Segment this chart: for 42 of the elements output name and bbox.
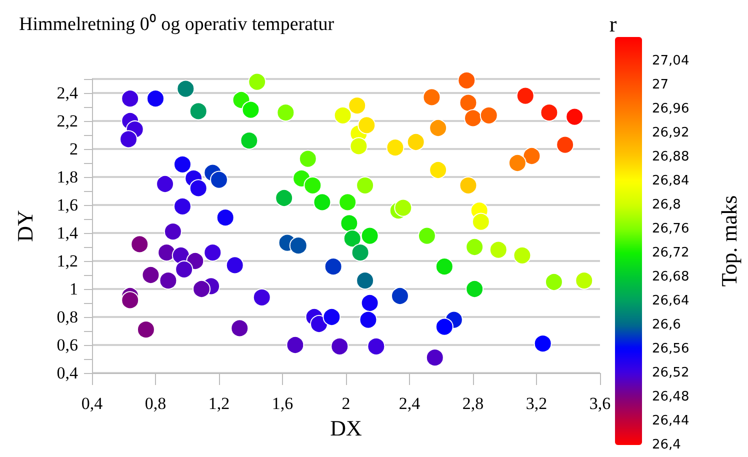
color-bar-label: 26,48 bbox=[652, 390, 690, 404]
y-tick-label: 0,8 bbox=[56, 308, 78, 326]
y-tick-label: 1,4 bbox=[56, 224, 78, 242]
color-bar-label: 26,44 bbox=[652, 414, 690, 428]
color-bar-label: 26,6 bbox=[652, 318, 681, 332]
y-tick-label: 1,6 bbox=[56, 196, 78, 214]
y-tick-label: 2,2 bbox=[56, 112, 78, 130]
text: r bbox=[609, 12, 618, 36]
y-tick-label: 2,4 bbox=[56, 84, 78, 102]
color-bar-label: 26,56 bbox=[652, 342, 690, 356]
x-tick-label: 2,8 bbox=[462, 394, 484, 413]
x-tick-label: 1,2 bbox=[208, 394, 230, 413]
x-tick-label: 2 bbox=[342, 394, 350, 413]
y-tick-label: 1 bbox=[70, 280, 78, 298]
color-bar-label: 26,64 bbox=[652, 294, 690, 308]
color-bar-title: Top. maks bbox=[716, 195, 742, 287]
y-tick-label: 1,2 bbox=[56, 252, 78, 270]
y-tick-label: 1,8 bbox=[56, 168, 78, 186]
color-bar-label: 27,04 bbox=[652, 54, 690, 68]
chart-title: Himmelretning 0⁰ og operativ temperatur bbox=[19, 13, 335, 35]
color-bar-label: 26,92 bbox=[652, 126, 690, 140]
x-tick-label: 3,2 bbox=[526, 394, 548, 413]
color-bar-label: 26,52 bbox=[652, 366, 690, 380]
y-axis-title: DY bbox=[12, 210, 38, 242]
y-tick-label: 0,6 bbox=[56, 336, 78, 354]
color-bar-label: 26,96 bbox=[652, 102, 690, 116]
color-bar-label: 26,68 bbox=[652, 270, 690, 284]
color-bar-label: 26,84 bbox=[652, 174, 690, 188]
x-tick-label: 0,8 bbox=[144, 394, 166, 413]
color-bar-label: 26,88 bbox=[652, 150, 690, 164]
x-tick-label: 3,6 bbox=[589, 394, 611, 413]
y-tick-label: 0,4 bbox=[56, 364, 78, 382]
color-bar-label: 26,8 bbox=[652, 198, 681, 212]
y-tick-label: 2 bbox=[70, 140, 78, 158]
x-axis-title: DX bbox=[330, 415, 362, 440]
color-bar-label: 26,72 bbox=[652, 246, 690, 260]
x-tick-label: 2,4 bbox=[398, 394, 421, 413]
color-bar-label: 26,76 bbox=[652, 222, 690, 236]
color-bar-label: 26,4 bbox=[652, 438, 681, 452]
color-bar-label: 27 bbox=[652, 78, 669, 92]
x-tick-label: 0,4 bbox=[81, 394, 104, 413]
x-tick-label: 1,6 bbox=[272, 394, 294, 413]
